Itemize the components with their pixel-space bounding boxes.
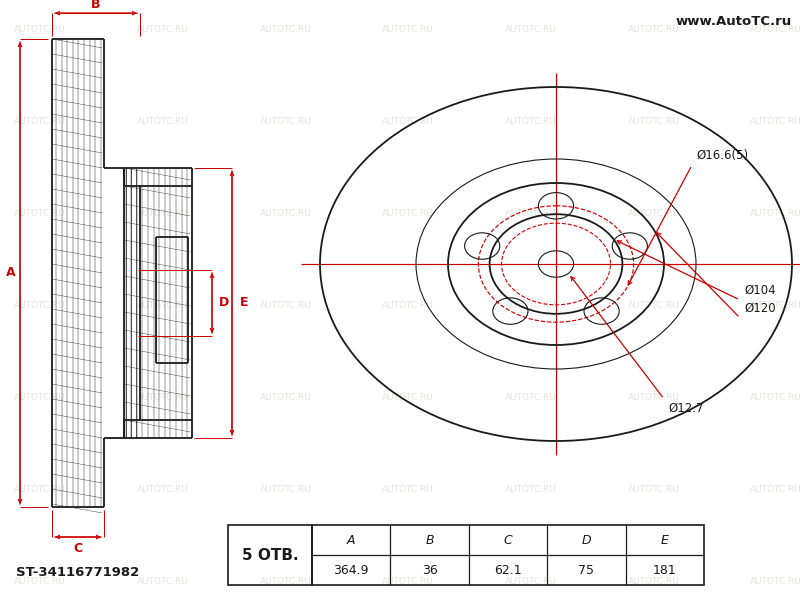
Text: AUTOTC.RU: AUTOTC.RU: [137, 25, 189, 34]
Text: B: B: [426, 533, 434, 547]
Text: AUTOTC.RU: AUTOTC.RU: [382, 209, 434, 218]
Text: E: E: [240, 296, 249, 310]
Text: AUTOTC.RU: AUTOTC.RU: [137, 118, 189, 127]
Text: 181: 181: [653, 563, 677, 577]
Text: AUTOTC.RU: AUTOTC.RU: [14, 394, 66, 403]
Text: A: A: [347, 533, 355, 547]
Text: AUTOTC.RU: AUTOTC.RU: [382, 25, 434, 34]
Text: AUTOTC.RU: AUTOTC.RU: [259, 25, 311, 34]
Text: ST-34116771982: ST-34116771982: [16, 566, 139, 580]
Text: 36: 36: [422, 563, 438, 577]
Text: AUTOTC.RU: AUTOTC.RU: [627, 301, 679, 311]
Text: AUTOTC.RU: AUTOTC.RU: [137, 394, 189, 403]
Text: AUTOTC.RU: AUTOTC.RU: [259, 394, 311, 403]
Text: AUTOTC.RU: AUTOTC.RU: [382, 301, 434, 311]
Text: AUTOTC.RU: AUTOTC.RU: [505, 25, 557, 34]
Text: D: D: [218, 296, 229, 310]
Text: AUTOTC.RU: AUTOTC.RU: [750, 209, 800, 218]
Text: AUTOTC.RU: AUTOTC.RU: [382, 118, 434, 127]
Text: AUTOTC.RU: AUTOTC.RU: [259, 301, 311, 311]
Text: AUTOTC.RU: AUTOTC.RU: [627, 25, 679, 34]
Text: AUTOTC.RU: AUTOTC.RU: [750, 25, 800, 34]
Text: Ø16.6(5): Ø16.6(5): [696, 149, 748, 162]
Text: AUTOTC.RU: AUTOTC.RU: [750, 485, 800, 494]
Text: AUTOTC.RU: AUTOTC.RU: [382, 394, 434, 403]
Bar: [312, 525, 704, 585]
Text: 364.9: 364.9: [334, 563, 369, 577]
Bar: [228, 525, 312, 585]
Text: E: E: [661, 533, 669, 547]
Text: AUTOTC.RU: AUTOTC.RU: [14, 118, 66, 127]
Text: AUTOTC.RU: AUTOTC.RU: [627, 577, 679, 587]
Text: AUTOTC.RU: AUTOTC.RU: [14, 301, 66, 311]
Text: A: A: [6, 266, 15, 280]
Text: AUTOTC.RU: AUTOTC.RU: [750, 118, 800, 127]
Text: AUTOTC.RU: AUTOTC.RU: [14, 25, 66, 34]
Text: C: C: [74, 542, 82, 556]
Text: AUTOTC.RU: AUTOTC.RU: [627, 485, 679, 494]
Text: www.AutoTC.ru: www.AutoTC.ru: [676, 15, 792, 28]
Text: AUTOTC.RU: AUTOTC.RU: [259, 118, 311, 127]
Text: AUTOTC.RU: AUTOTC.RU: [505, 485, 557, 494]
Text: AUTOTC.RU: AUTOTC.RU: [505, 394, 557, 403]
Text: AUTOTC.RU: AUTOTC.RU: [382, 577, 434, 587]
Text: D: D: [582, 533, 591, 547]
Text: AUTOTC.RU: AUTOTC.RU: [505, 577, 557, 587]
Text: AUTOTC.RU: AUTOTC.RU: [137, 485, 189, 494]
Text: AUTOTC.RU: AUTOTC.RU: [14, 577, 66, 587]
Text: Ø120: Ø120: [744, 302, 776, 315]
Text: AUTOTC.RU: AUTOTC.RU: [14, 485, 66, 494]
Text: AUTOTC.RU: AUTOTC.RU: [505, 209, 557, 218]
Text: AUTOTC.RU: AUTOTC.RU: [382, 485, 434, 494]
Text: AUTOTC.RU: AUTOTC.RU: [505, 118, 557, 127]
Text: B: B: [91, 0, 101, 11]
Text: AUTOTC.RU: AUTOTC.RU: [137, 209, 189, 218]
Text: AUTOTC.RU: AUTOTC.RU: [259, 577, 311, 587]
Text: AUTOTC.RU: AUTOTC.RU: [137, 301, 189, 311]
Text: AUTOTC.RU: AUTOTC.RU: [750, 301, 800, 311]
Text: Ø104: Ø104: [744, 284, 776, 297]
Text: 62.1: 62.1: [494, 563, 522, 577]
Text: 75: 75: [578, 563, 594, 577]
Text: AUTOTC.RU: AUTOTC.RU: [627, 118, 679, 127]
Text: Ø12.7: Ø12.7: [668, 402, 703, 415]
Text: 5 ОТВ.: 5 ОТВ.: [242, 547, 298, 563]
Text: AUTOTC.RU: AUTOTC.RU: [750, 394, 800, 403]
Text: AUTOTC.RU: AUTOTC.RU: [627, 394, 679, 403]
Text: C: C: [504, 533, 512, 547]
Text: AUTOTC.RU: AUTOTC.RU: [259, 485, 311, 494]
Text: AUTOTC.RU: AUTOTC.RU: [137, 577, 189, 587]
Text: AUTOTC.RU: AUTOTC.RU: [505, 301, 557, 311]
Text: AUTOTC.RU: AUTOTC.RU: [259, 209, 311, 218]
Text: AUTOTC.RU: AUTOTC.RU: [14, 209, 66, 218]
Text: AUTOTC.RU: AUTOTC.RU: [627, 209, 679, 218]
Text: AUTOTC.RU: AUTOTC.RU: [750, 577, 800, 587]
